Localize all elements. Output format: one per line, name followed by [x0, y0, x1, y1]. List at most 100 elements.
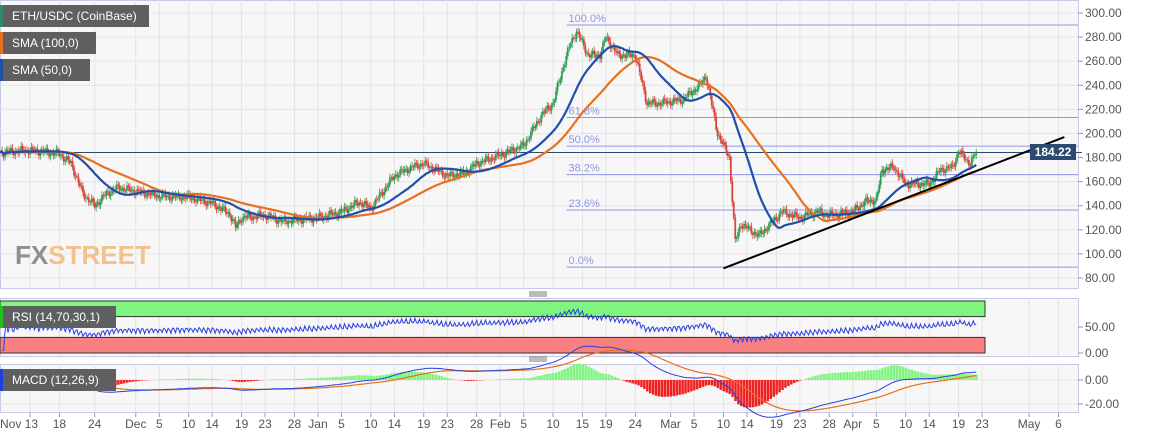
macd-histogram-bar [707, 380, 711, 386]
candle [944, 171, 947, 174]
legend-sma50[interactable]: SMA (50,0) [0, 59, 90, 81]
rsi-tick-label: 0.00 [1085, 346, 1109, 360]
candle [471, 164, 474, 167]
macd-histogram-bar [343, 376, 346, 380]
macd-histogram-bar [807, 377, 811, 380]
macd-histogram-bar [728, 380, 731, 394]
candle [21, 146, 24, 150]
candle [596, 54, 599, 58]
candle [209, 200, 212, 204]
candle [928, 182, 931, 187]
candle [870, 199, 873, 202]
candle [258, 211, 261, 215]
rsi-tick-label: 50.00 [1085, 320, 1115, 334]
macd-histogram-bar [593, 369, 596, 380]
macd-histogram-bar [578, 363, 581, 380]
candle [280, 218, 283, 223]
macd-histogram-bar [869, 370, 872, 380]
candle [803, 215, 806, 221]
candle [569, 43, 572, 48]
x-tick-label: Dec [125, 417, 146, 431]
macd-histogram-bar [660, 380, 664, 397]
candle [879, 173, 882, 185]
macd-histogram-bar [878, 369, 881, 380]
macd-histogram-bar [637, 380, 640, 386]
macd-histogram-bar [428, 373, 432, 380]
candle [942, 168, 945, 174]
candle [941, 167, 944, 169]
candle [530, 131, 532, 139]
candle [607, 36, 610, 42]
macd-histogram-bar [516, 378, 520, 380]
macd-histogram-bar [837, 372, 840, 380]
candle [54, 153, 56, 156]
legend-macd[interactable]: MACD (12,26,9) [0, 369, 116, 391]
macd-histogram-bar [763, 380, 767, 403]
candle [481, 160, 484, 162]
macd-histogram-bar [872, 370, 875, 380]
candle [734, 217, 737, 239]
candle [424, 160, 427, 166]
macd-histogram-bar [634, 380, 637, 385]
candle [558, 82, 560, 84]
macd-histogram-bar [596, 371, 599, 380]
legend-sma100[interactable]: SMA (100,0) [0, 32, 96, 54]
candle [181, 196, 184, 201]
macd-histogram-bar [766, 380, 770, 402]
candle [356, 202, 359, 206]
macd-histogram-bar [681, 380, 684, 395]
candle [804, 212, 807, 216]
candle [337, 213, 340, 218]
candle [602, 42, 604, 52]
macd-histogram-bar [299, 378, 302, 380]
macd-histogram-bar [625, 380, 629, 382]
candle [919, 185, 922, 189]
candle [888, 167, 891, 170]
x-tick-label: 19 [770, 417, 784, 431]
candle [252, 216, 255, 221]
x-tick-label: 14 [740, 417, 754, 431]
macd-histogram-bar [434, 374, 438, 380]
candle [89, 201, 92, 203]
candle [746, 225, 748, 229]
candle [278, 218, 281, 221]
macd-histogram-bar [778, 380, 781, 393]
candle [915, 180, 917, 185]
macd-histogram-bar [402, 371, 405, 380]
candle [469, 166, 472, 174]
candle [105, 191, 108, 196]
candle [374, 199, 377, 207]
macd-histogram-bar [125, 380, 129, 383]
candle [443, 176, 446, 178]
candle [751, 233, 754, 236]
candle [917, 183, 920, 189]
candle [516, 147, 519, 149]
candle [115, 184, 118, 190]
macd-histogram-bar [913, 370, 916, 380]
candle [259, 211, 262, 216]
candle [844, 209, 847, 213]
x-tick-label: Nov 13 [0, 417, 38, 431]
macd-histogram-bar [522, 378, 526, 380]
candle [713, 109, 716, 117]
legend-rsi[interactable]: RSI (14,70,30,1) [0, 306, 116, 328]
macd-histogram-bar [308, 378, 311, 380]
macd-histogram-bar [275, 379, 279, 380]
macd-histogram-bar [860, 371, 864, 380]
candle [859, 205, 862, 211]
candle [361, 202, 363, 208]
candle [750, 226, 753, 234]
candle [290, 220, 293, 224]
candle [853, 209, 856, 214]
candle [297, 218, 300, 222]
candle [553, 100, 556, 103]
legend-pair[interactable]: ETH/USDC (CoinBase) [0, 5, 149, 27]
candle [778, 213, 781, 221]
candle [865, 197, 867, 202]
candle [249, 213, 252, 218]
macd-histogram-bar [690, 380, 693, 392]
macd-histogram-bar [743, 380, 746, 408]
candle [925, 179, 928, 185]
candle [239, 220, 242, 223]
